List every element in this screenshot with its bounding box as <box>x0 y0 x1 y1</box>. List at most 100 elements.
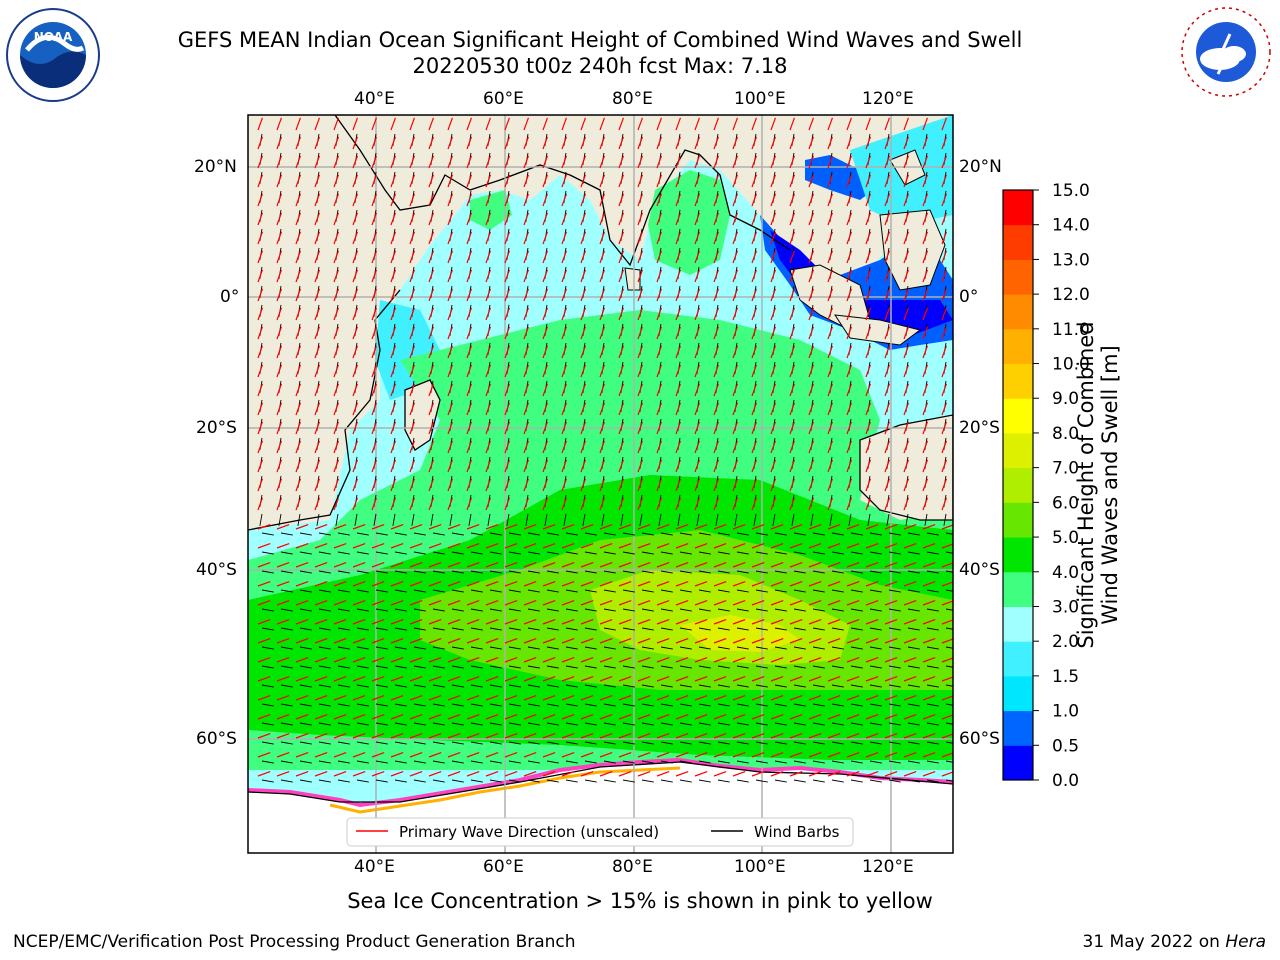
wind-barb <box>698 703 711 707</box>
wave-arrow <box>922 580 936 587</box>
wave-arrow <box>371 421 378 435</box>
wave-arrow <box>561 618 575 625</box>
wave-arrow <box>542 732 556 739</box>
wave-arrow <box>846 326 853 340</box>
wave-arrow <box>333 561 347 568</box>
wind-barb <box>261 570 274 574</box>
wave-arrow <box>314 193 321 207</box>
wave-arrow <box>561 694 575 701</box>
wave-arrow <box>599 250 606 264</box>
wave-arrow <box>770 656 784 663</box>
wave-arrow <box>409 307 416 321</box>
wind-barb <box>584 532 597 536</box>
wind-barb <box>451 551 464 555</box>
wind-barb <box>470 779 483 783</box>
wave-arrow <box>295 402 302 416</box>
wave-arrow <box>390 523 404 530</box>
wind-barb <box>926 741 939 745</box>
wave-arrow <box>523 155 530 169</box>
wave-arrow <box>276 497 283 511</box>
wind-barb <box>698 779 711 783</box>
wave-arrow <box>333 713 347 720</box>
wave-arrow <box>561 288 568 302</box>
wave-arrow <box>447 345 454 359</box>
wave-arrow <box>352 364 359 378</box>
wind-barb <box>546 703 559 707</box>
wind-barb <box>641 684 654 688</box>
wind-barb <box>660 760 673 764</box>
wave-arrow <box>808 599 822 606</box>
wind-barb <box>717 532 730 536</box>
sea-ice-edge <box>248 757 953 808</box>
wind-barb <box>299 684 312 688</box>
wave-arrow <box>580 599 594 606</box>
wind-barb <box>926 703 939 707</box>
wave-arrow <box>732 618 746 625</box>
wave-arrow <box>903 732 917 739</box>
wind-barb <box>432 532 445 536</box>
wind-barb <box>527 532 540 536</box>
wave-arrow <box>428 307 435 321</box>
wave-arrow <box>409 751 423 758</box>
colorbar-segment <box>1003 294 1033 330</box>
wave-arrow <box>922 637 936 644</box>
wave-arrow <box>276 421 283 435</box>
wind-barb <box>413 741 426 745</box>
wave-arrow <box>675 364 682 378</box>
wave-arrow <box>504 656 518 663</box>
wind-barb <box>620 513 624 526</box>
wind-barb <box>926 608 939 612</box>
wind-barb <box>774 608 787 612</box>
wave-arrow <box>580 440 587 454</box>
wave-arrow <box>428 675 442 682</box>
wave-arrow <box>770 364 777 378</box>
wave-arrow <box>713 345 720 359</box>
wave-arrow <box>428 751 442 758</box>
wave-arrow <box>504 751 518 758</box>
footer-date: 31 May 2022 on Hera <box>1082 932 1267 952</box>
wave-arrow <box>808 523 822 530</box>
wave-arrow <box>618 599 632 606</box>
wave-arrow <box>447 618 461 625</box>
wave-arrow <box>409 231 416 245</box>
wave-arrow <box>884 561 898 568</box>
wave-arrow <box>542 117 549 131</box>
wind-barb <box>375 722 388 726</box>
wave-arrow <box>846 561 860 568</box>
wave-arrow <box>447 675 461 682</box>
wind-barb <box>375 779 388 783</box>
wave-arrow <box>580 155 587 169</box>
wave-arrow <box>428 364 435 378</box>
wave-arrow <box>675 599 689 606</box>
wave-arrow <box>808 459 815 473</box>
wave-arrow <box>580 675 594 682</box>
wave-arrow <box>295 117 302 131</box>
wave-arrow <box>846 637 860 644</box>
wave-arrow <box>618 770 632 777</box>
lon-label-bottom: 60°E <box>483 857 524 877</box>
wave-arrow <box>922 561 936 568</box>
wave-arrow <box>637 212 644 226</box>
wave-arrow <box>827 694 841 701</box>
wave-arrow <box>504 561 518 568</box>
wind-barb <box>603 722 616 726</box>
wind-barb <box>793 589 806 593</box>
wind-barb <box>850 741 863 745</box>
wave-arrow <box>523 402 530 416</box>
wave-arrow <box>542 751 556 758</box>
wave-arrow <box>618 732 632 739</box>
wave-arrow <box>770 326 777 340</box>
wind-barb <box>565 646 578 650</box>
wave-legend-label: Primary Wave Direction (unscaled) <box>399 823 659 841</box>
wave-arrow <box>485 402 492 416</box>
wind-barb <box>432 722 445 726</box>
wave-arrow <box>276 637 290 644</box>
wave-arrow <box>751 193 758 207</box>
wave-arrow <box>865 599 879 606</box>
wind-barb <box>660 665 673 669</box>
wave-arrow <box>827 459 834 473</box>
wind-barb <box>375 608 388 612</box>
wave-arrow <box>599 523 613 530</box>
wave-arrow <box>333 402 340 416</box>
wave-arrow <box>618 751 632 758</box>
